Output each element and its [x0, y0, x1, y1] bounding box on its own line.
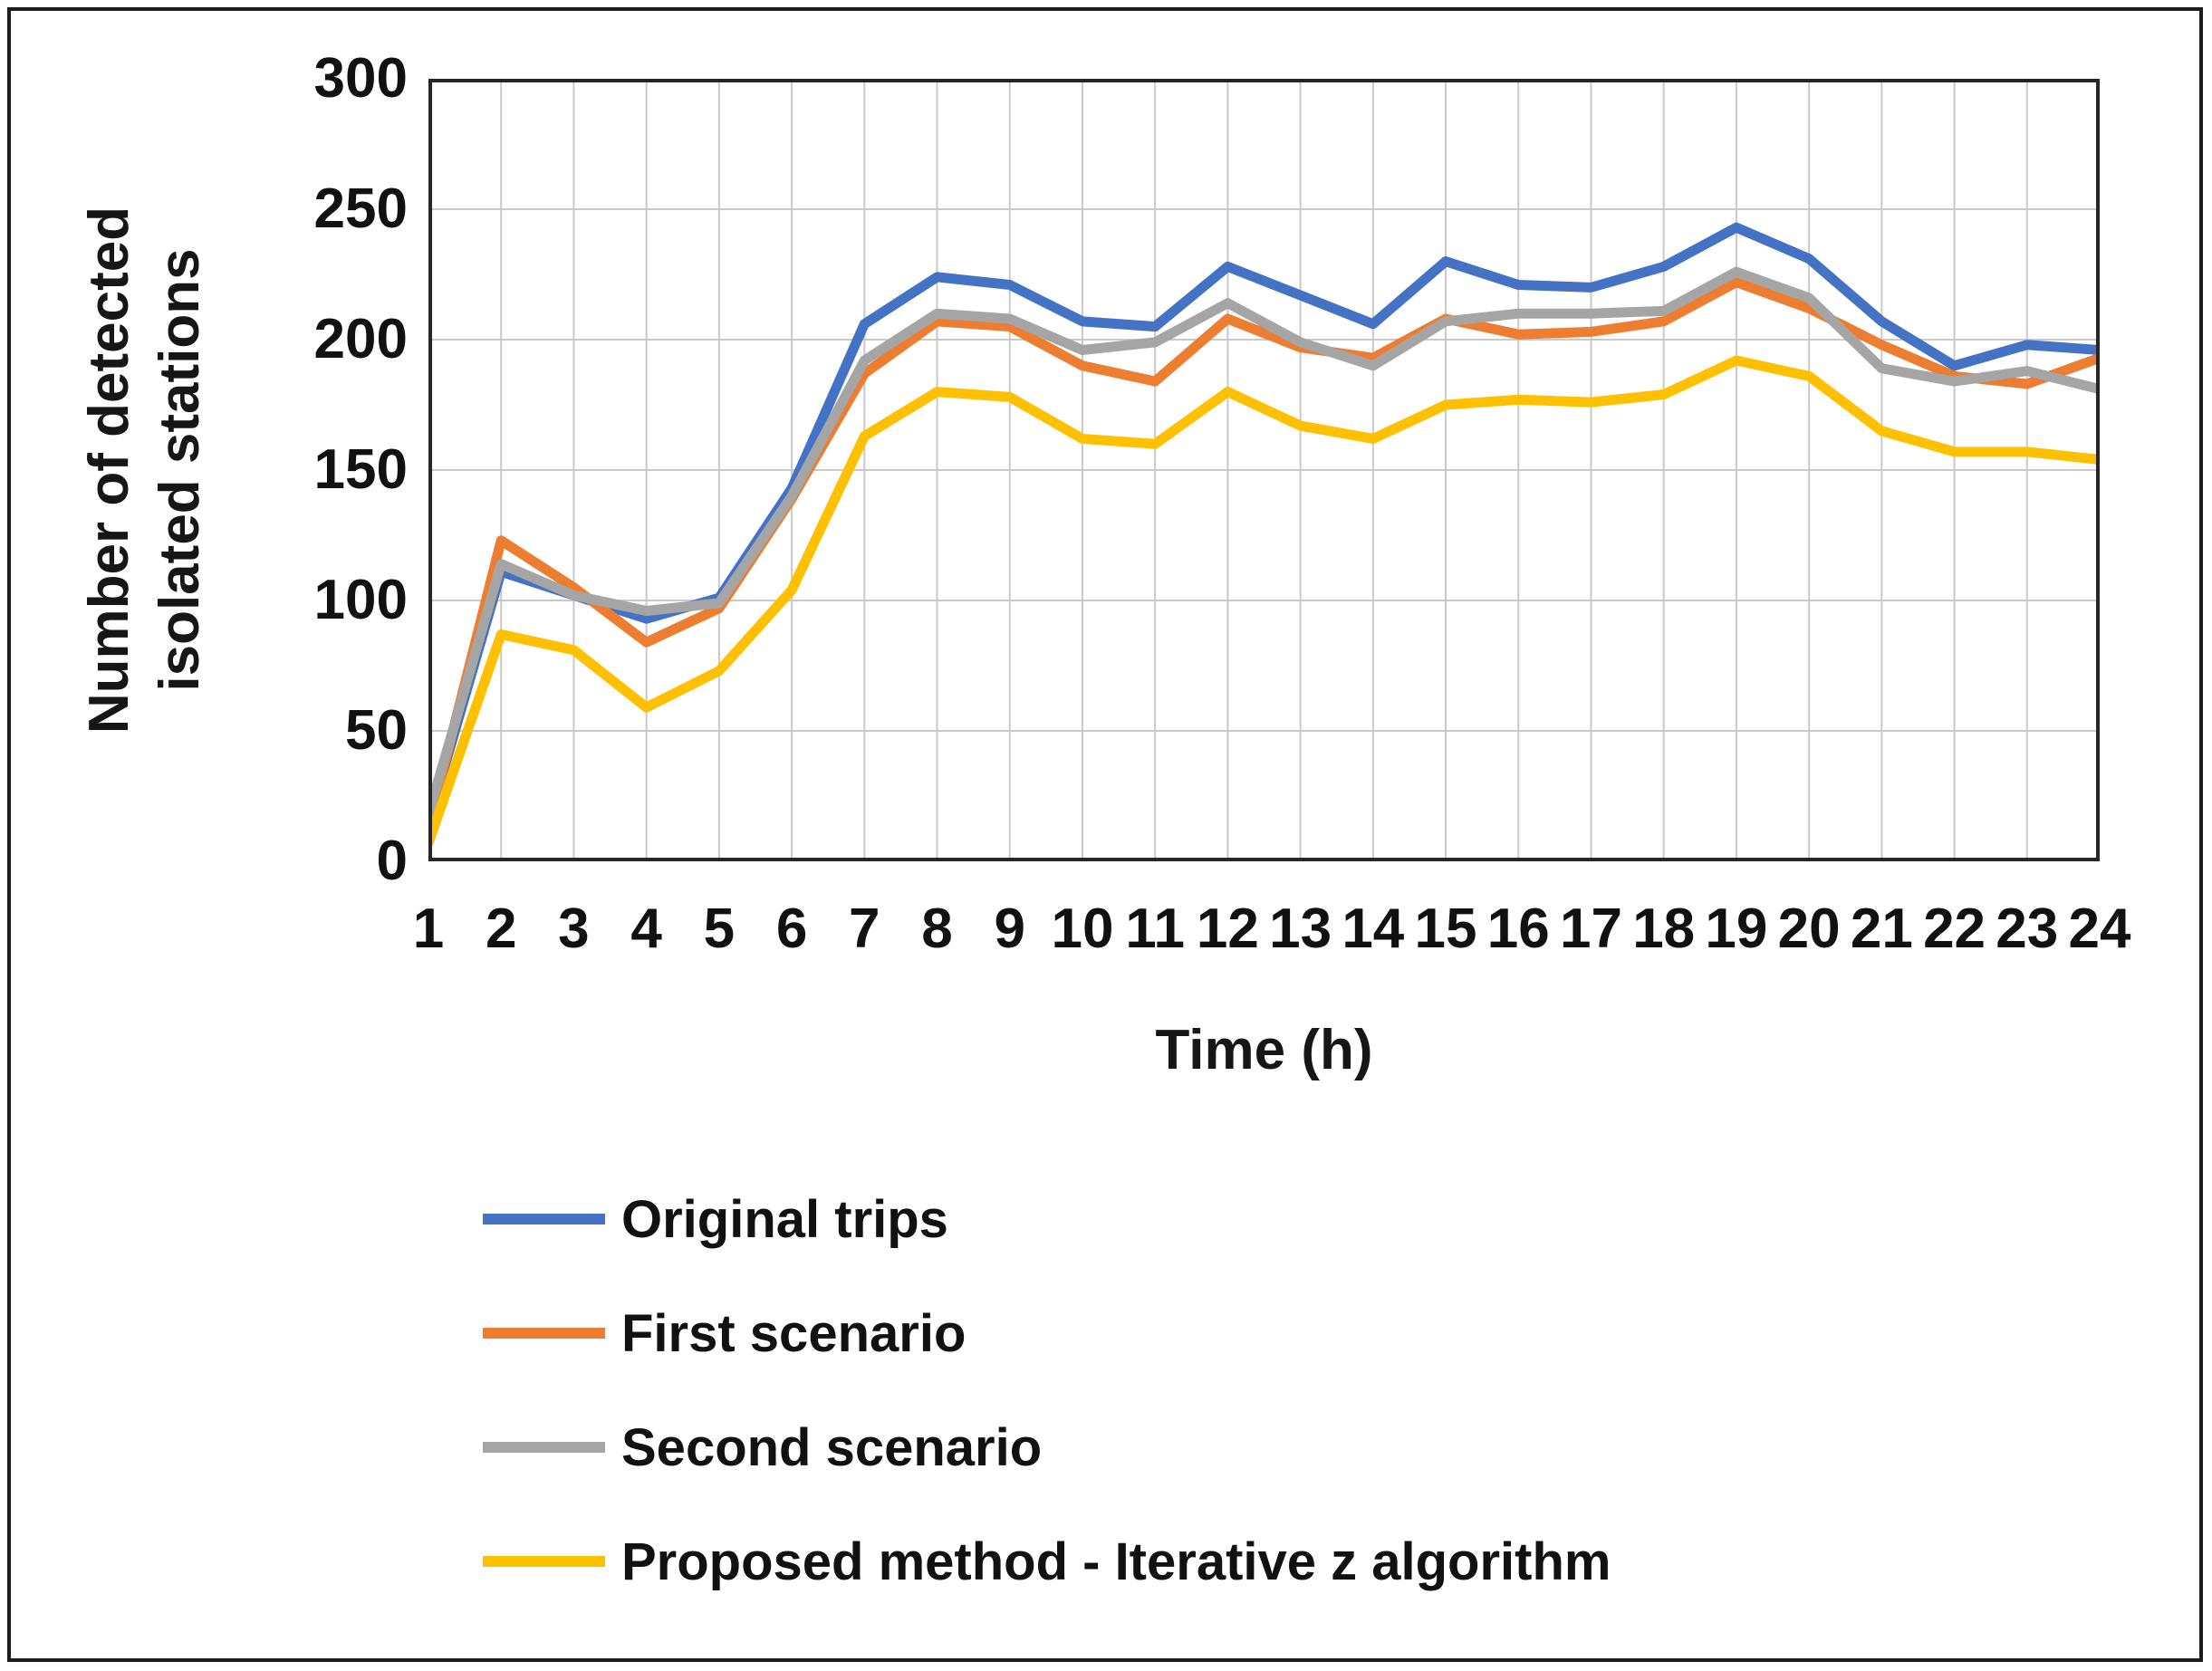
- legend-item-first-scenario: First scenario: [483, 1302, 1611, 1364]
- legend-label: Proposed method - Iterative z algorithm: [621, 1532, 1611, 1591]
- x-tick-label: 8: [921, 898, 953, 960]
- x-tick-label: 13: [1269, 898, 1332, 960]
- y-axis-title-line2: isolated stations: [149, 248, 212, 692]
- x-tick-label: 23: [1996, 898, 2059, 960]
- y-axis-title-text: Number of detected isolated stations: [74, 206, 216, 734]
- x-tick-label: 11: [1125, 898, 1185, 960]
- legend-label: Original trips: [621, 1189, 948, 1249]
- plot-area: [428, 79, 2100, 861]
- x-tick-label: 9: [994, 898, 1025, 960]
- y-tick-label: 150: [313, 438, 408, 501]
- x-tick-label: 10: [1051, 898, 1114, 960]
- y-axis-title: Number of detected isolated stations: [36, 79, 254, 861]
- series-line-proposed-method-iterative-z-algorithm: [428, 355, 2100, 849]
- x-tick-label: 6: [775, 898, 808, 960]
- x-tick-label: 15: [1414, 898, 1477, 960]
- legend-label: Second scenario: [621, 1417, 1043, 1477]
- legend-line-swatch-second-scenario: [483, 1442, 605, 1453]
- series-line-original-trips: [428, 222, 2100, 828]
- x-tick-label: 1: [412, 898, 445, 960]
- x-tick-label: 7: [849, 898, 880, 960]
- x-tick-label: 4: [630, 898, 662, 960]
- legend: Original trips First scenario Second sce…: [483, 1188, 1611, 1592]
- x-tick-label: 21: [1850, 898, 1913, 960]
- legend-item-proposed-method: Proposed method - Iterative z algorithm: [483, 1531, 1611, 1592]
- figure-border: [7, 7, 2203, 1662]
- x-tick-label: 12: [1196, 898, 1259, 960]
- y-axis-title-line1: Number of detected: [78, 206, 141, 735]
- x-tick-label: 20: [1777, 898, 1841, 960]
- legend-item-original-trips: Original trips: [483, 1188, 1611, 1250]
- x-tick-label: 19: [1705, 898, 1768, 960]
- y-tick-label: 100: [313, 569, 408, 631]
- x-tick-label: 14: [1342, 898, 1405, 960]
- x-tick-label: 22: [1923, 898, 1986, 960]
- legend-line-swatch-proposed-method: [483, 1556, 605, 1567]
- x-tick-label: 2: [485, 898, 517, 960]
- x-tick-label: 18: [1632, 898, 1696, 960]
- x-axis-title: Time (h): [1155, 1019, 1373, 1081]
- legend-label: First scenario: [621, 1303, 967, 1363]
- x-tick-label: 17: [1559, 898, 1622, 960]
- y-tick-label: 50: [345, 699, 408, 762]
- y-tick-label: 300: [313, 47, 408, 110]
- legend-line-swatch-first-scenario: [483, 1328, 605, 1339]
- y-tick-label: 0: [376, 830, 408, 892]
- y-tick-label: 250: [313, 178, 408, 240]
- x-tick-label: 24: [2068, 898, 2131, 960]
- series-line-second-scenario: [428, 266, 2100, 820]
- x-tick-label: 3: [558, 898, 590, 960]
- plot-border: [428, 79, 2100, 861]
- y-tick-label: 200: [313, 308, 408, 370]
- legend-item-second-scenario: Second scenario: [483, 1417, 1611, 1478]
- series-line-first-scenario: [428, 277, 2100, 833]
- x-tick-label: 16: [1486, 898, 1550, 960]
- legend-line-swatch-original-trips: [483, 1214, 605, 1224]
- x-tick-label: 5: [703, 898, 736, 960]
